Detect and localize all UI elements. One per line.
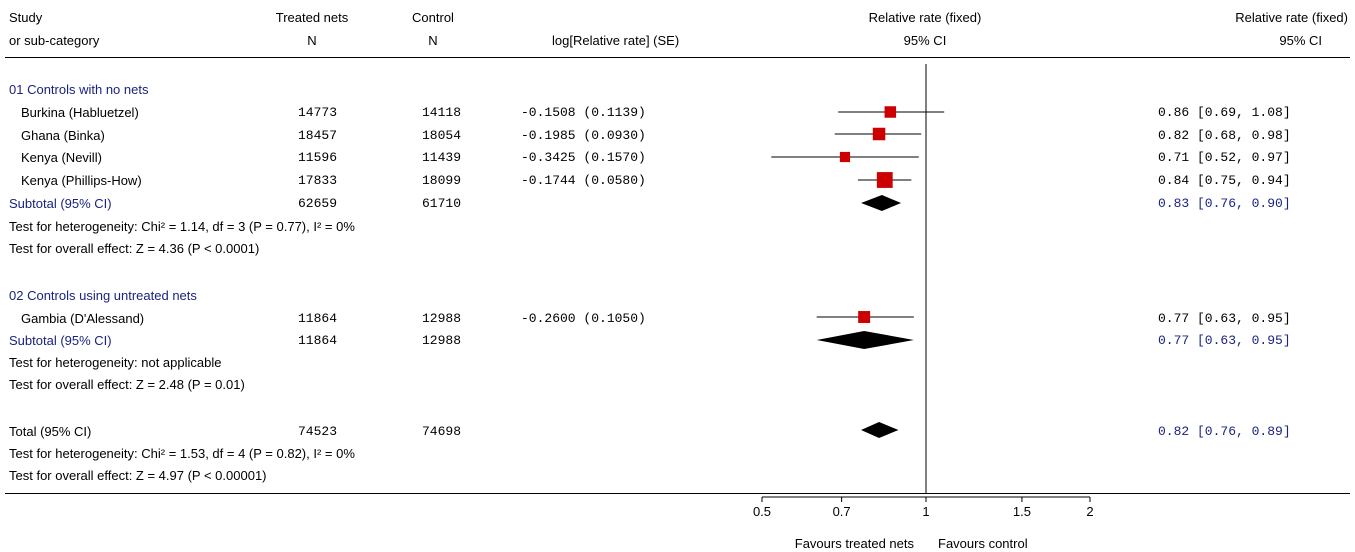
overall-effect-test: Test for overall effect: Z = 2.48 (P = 0…: [9, 377, 245, 392]
effect-marker: [884, 106, 897, 118]
study-control: 11439: [422, 150, 462, 165]
x-tick-label: 0.7: [833, 504, 851, 519]
effect-marker: [858, 311, 871, 323]
study-name: Burkina (Habluetzel): [21, 105, 139, 120]
study-ci-text: 0.77 [0.63, 0.95]: [1158, 311, 1291, 326]
header-treated-n: N: [307, 33, 317, 48]
study-log-se: -0.3425 (0.1570): [521, 150, 646, 165]
subtotal-treated: 62659: [298, 196, 338, 211]
pooled-diamond: [861, 195, 902, 211]
header-subcategory: or sub-category: [9, 33, 100, 48]
x-tick-label: 0.5: [753, 504, 771, 519]
x-tick-label: 1: [922, 504, 929, 519]
header-treated: Treated nets: [275, 10, 349, 25]
study-ci-text: 0.82 [0.68, 0.98]: [1158, 128, 1291, 143]
subtotal-label: Subtotal (95% CI): [9, 333, 112, 348]
study-treated: 17833: [298, 173, 338, 188]
study-treated: 18457: [298, 128, 338, 143]
subtotal-control: 61710: [422, 196, 462, 211]
heterogeneity-test: Test for heterogeneity: Chi² = 1.14, df …: [9, 219, 355, 234]
effect-marker: [872, 127, 886, 141]
study-treated: 11596: [298, 150, 338, 165]
study-treated: 11864: [298, 311, 338, 326]
header-control: Control: [412, 10, 454, 25]
subtotal-label: Subtotal (95% CI): [9, 196, 112, 211]
favours-treated-label: Favours treated nets: [795, 536, 915, 551]
header-plot-ci: 95% CI: [903, 33, 947, 48]
favours-control-label: Favours control: [938, 536, 1028, 551]
pooled-diamond: [816, 331, 914, 349]
study-control: 18054: [422, 128, 462, 143]
subtotal-treated: 11864: [298, 333, 338, 348]
study-ci-text: 0.71 [0.52, 0.97]: [1158, 150, 1291, 165]
study-control: 18099: [422, 173, 462, 188]
x-tick-label: 2: [1086, 504, 1093, 519]
total-treated: 74523: [298, 424, 338, 439]
total-overall-effect-test: Test for overall effect: Z = 4.97 (P < 0…: [9, 468, 267, 483]
study-ci-text: 0.86 [0.69, 1.08]: [1158, 105, 1291, 120]
header-study: Study: [9, 10, 43, 25]
header-log-rr: log[Relative rate] (SE): [552, 33, 680, 48]
study-log-se: -0.1985 (0.0930): [521, 128, 646, 143]
study-control: 12988: [422, 311, 462, 326]
subtotal-control: 12988: [422, 333, 462, 348]
subtotal-ci-text: 0.83 [0.76, 0.90]: [1158, 196, 1291, 211]
study-name: Gambia (D'Alessand): [21, 311, 145, 326]
total-ci-text: 0.82 [0.76, 0.89]: [1158, 424, 1291, 439]
x-tick-label: 1.5: [1013, 504, 1031, 519]
effect-marker: [876, 172, 893, 188]
heterogeneity-test: Test for heterogeneity: not applicable: [9, 355, 222, 370]
header-plot-title: Relative rate (fixed): [868, 10, 982, 25]
pooled-diamond: [861, 422, 899, 438]
overall-effect-test: Test for overall effect: Z = 4.36 (P < 0…: [9, 241, 260, 256]
study-name: Kenya (Phillips-How): [21, 173, 142, 188]
group-title: 02 Controls using untreated nets: [9, 288, 197, 303]
study-control: 14118: [422, 105, 462, 120]
header-control-n: N: [428, 33, 438, 48]
header-rule: [5, 57, 1350, 58]
group-title: 01 Controls with no nets: [9, 82, 149, 97]
study-log-se: -0.1744 (0.0580): [521, 173, 646, 188]
study-name: Ghana (Binka): [21, 128, 105, 143]
total-heterogeneity-test: Test for heterogeneity: Chi² = 1.53, df …: [9, 446, 355, 461]
total-label: Total (95% CI): [9, 424, 92, 439]
total-control: 74698: [422, 424, 462, 439]
study-treated: 14773: [298, 105, 338, 120]
study-name: Kenya (Nevill): [21, 150, 102, 165]
footer-rule: [5, 493, 1350, 494]
study-log-se: -0.2600 (0.1050): [521, 311, 646, 326]
header-rr-title: Relative rate (fixed): [1235, 10, 1348, 25]
effect-marker: [839, 151, 851, 163]
header-rr-ci: 95% CI: [1279, 33, 1322, 48]
subtotal-ci-text: 0.77 [0.63, 0.95]: [1158, 333, 1291, 348]
study-log-se: -0.1508 (0.1139): [521, 105, 646, 120]
study-ci-text: 0.84 [0.75, 0.94]: [1158, 173, 1291, 188]
